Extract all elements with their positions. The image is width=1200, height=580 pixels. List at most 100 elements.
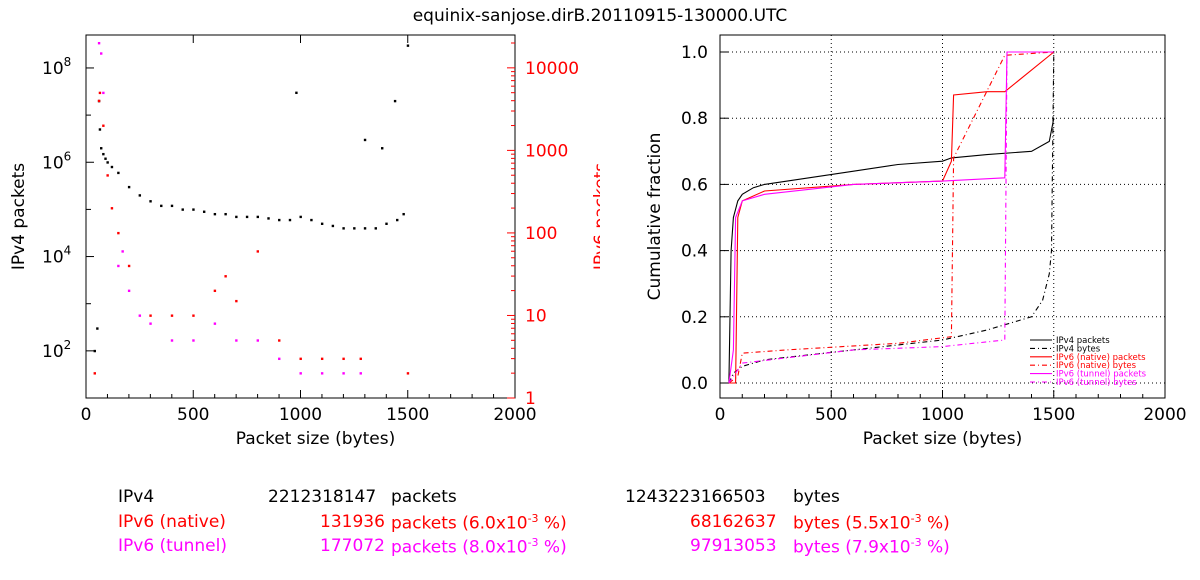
data-point (288, 218, 292, 222)
data-point (245, 215, 249, 219)
data-point (98, 91, 102, 95)
y-tick-label: 0.4 (681, 242, 708, 262)
data-point (256, 250, 259, 253)
y-left-axis-label: IPv4 packets (9, 163, 29, 270)
y-tick-label: 1.0 (681, 43, 708, 63)
data-point (104, 157, 107, 160)
data-point (320, 357, 324, 361)
stats-label-tunnel: IPv6 (tunnel) (118, 536, 227, 556)
data-point (149, 322, 152, 325)
legend-label: IPv4 packets (1056, 336, 1110, 346)
data-point (235, 339, 238, 342)
y-right-tick-label: 1000 (525, 141, 568, 161)
x-tick-label: 1000 (921, 405, 964, 425)
data-point (385, 222, 388, 225)
x-tick-label: 1500 (1032, 405, 1075, 425)
data-point (299, 372, 302, 375)
scatter-chart: 0 500 1000 1500 2000 Packet size (bytes) 102 10… (9, 34, 600, 449)
data-point (406, 372, 410, 375)
stats-bytes-unit-native-text: bytes (793, 513, 840, 534)
stats-bytes-tunnel: 97913053 (690, 536, 777, 556)
y-tick-label: 0.8 (681, 109, 708, 129)
x-tick-label: 2000 (1143, 405, 1186, 425)
data-point (97, 41, 101, 45)
stats-bytes-unit-ipv4: bytes (793, 487, 840, 507)
series-line-4 (728, 51, 1054, 384)
y-right-axis-label: IPv6 packets (591, 163, 600, 270)
data-point (363, 138, 367, 142)
stats-packets-pct-tunnel: (8.0x10 (462, 537, 528, 558)
data-point (359, 357, 362, 361)
stats-bytes-native: 68162637 (690, 512, 777, 532)
data-point (106, 161, 109, 164)
x-tick-label: 1000 (279, 405, 322, 425)
data-point (224, 212, 227, 216)
x-tick-label: 500 (815, 405, 847, 425)
x-tick-label: 1500 (386, 405, 429, 425)
data-point (213, 289, 217, 293)
stats-packets-unit-tunnel: packets (8.0x10-3 %) (391, 536, 567, 558)
data-point (127, 185, 131, 189)
data-point (342, 227, 345, 230)
data-point (359, 372, 362, 375)
series-line-0 (728, 118, 1055, 384)
stats-bytes-exp-native: -3 (910, 512, 922, 525)
data-point (192, 208, 195, 211)
data-point (110, 165, 114, 169)
data-point (213, 322, 217, 325)
data-point (381, 147, 384, 150)
data-point (170, 204, 174, 208)
data-point (256, 339, 259, 342)
data-point (353, 227, 356, 230)
y-tick-label: 0.6 (681, 175, 708, 195)
series-line-1 (728, 51, 1055, 384)
y-left-tick-label: 108 (42, 55, 71, 79)
series-2 (97, 41, 362, 375)
stats-packets-tunnel: 177072 (320, 536, 385, 556)
data-point (100, 147, 103, 150)
stats-packets-exp-tunnel: -3 (527, 536, 539, 549)
data-point (256, 215, 259, 219)
data-point (106, 174, 109, 177)
data-point (363, 227, 367, 230)
data-point (213, 212, 217, 216)
data-point (102, 152, 105, 156)
legend-label: IPv6 (tunnel) bytes (1056, 378, 1137, 388)
data-point (96, 327, 99, 330)
stats-packets-pct-native: (6.0x10 (462, 513, 528, 534)
y-right-tick-label: 1 (525, 389, 536, 409)
stats-packets-tail-native: %) (538, 513, 567, 534)
series-line-3 (728, 51, 1054, 384)
data-point (342, 357, 345, 361)
data-point (181, 208, 184, 211)
x-tick-label: 0 (81, 405, 92, 425)
data-point (235, 215, 238, 219)
data-point (170, 339, 174, 342)
stats-bytes-tail-tunnel: %) (921, 537, 950, 558)
data-point (342, 372, 345, 375)
x-axis-label: Packet size (bytes) (863, 429, 1022, 449)
stats-bytes-tail-native: %) (921, 513, 950, 534)
data-point (110, 207, 114, 210)
data-point (310, 218, 313, 222)
data-point (138, 194, 142, 197)
stats-packets-unit-tunnel-text: packets (391, 537, 457, 558)
stats-packets-tail-tunnel: %) (538, 537, 567, 558)
data-point (278, 357, 281, 361)
y-right-tick-label: 10000 (525, 59, 579, 79)
data-point (100, 52, 103, 55)
y-left-tick-label: 104 (42, 244, 71, 268)
y-left-tick-label: 102 (42, 338, 71, 362)
data-point (374, 227, 377, 230)
stats-bytes-ipv4: 1243223166503 (625, 487, 766, 507)
series-1 (93, 91, 410, 375)
data-point (299, 215, 302, 219)
data-point (192, 314, 195, 317)
stats-packets-exp-native: -3 (527, 512, 539, 525)
legend-label: IPv4 bytes (1056, 344, 1101, 354)
legend-label: IPv6 (native) packets (1056, 353, 1146, 363)
stats-label-ipv4: IPv4 (118, 487, 155, 507)
data-point (192, 339, 195, 342)
data-point (267, 217, 270, 220)
